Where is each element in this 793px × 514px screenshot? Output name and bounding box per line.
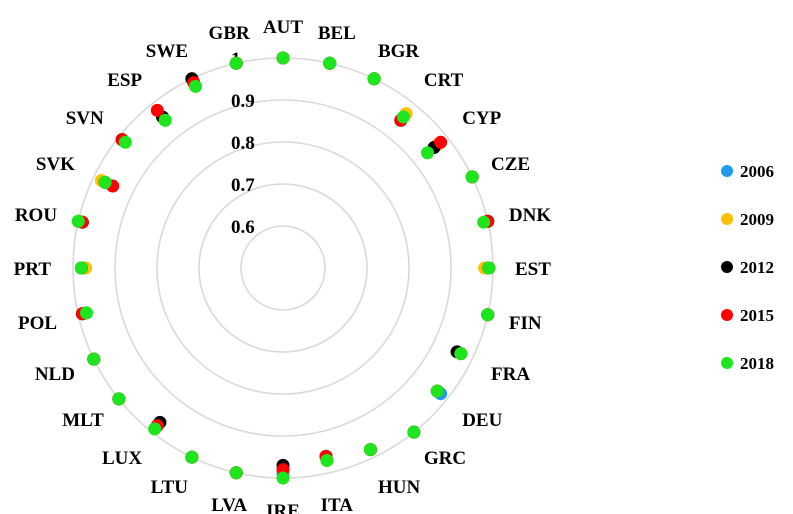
- category-label: SVK: [36, 154, 75, 175]
- radial-tick-label: 0.6: [231, 217, 255, 238]
- legend-label: 2012: [740, 258, 774, 277]
- category-label: EST: [515, 259, 551, 280]
- data-point-2018: [454, 347, 468, 361]
- data-point-2018: [276, 51, 290, 65]
- category-label: DNK: [509, 205, 551, 226]
- grid-circle: [156, 141, 410, 395]
- data-points: [71, 51, 496, 485]
- legend: 2006 2009 2012 2015 2018: [721, 162, 774, 373]
- data-point-2018: [481, 308, 495, 322]
- data-point-2018: [118, 135, 132, 149]
- legend-marker: [721, 309, 733, 321]
- legend-marker: [721, 213, 733, 225]
- category-label: IRE: [266, 501, 300, 514]
- data-point-2018: [396, 110, 410, 124]
- data-point-2018: [79, 306, 93, 320]
- radial-tick-label: 0.7: [231, 175, 255, 196]
- grid-circle: [198, 183, 368, 353]
- data-point-2018: [98, 175, 112, 189]
- category-label: LTU: [151, 477, 189, 498]
- data-point-2018: [112, 392, 126, 406]
- data-point-2018: [367, 72, 381, 86]
- category-label: FIN: [509, 313, 542, 334]
- radial-tick-labels: 0.60.70.80.91: [231, 49, 255, 238]
- data-point-2018: [323, 56, 337, 70]
- grid-circle: [72, 57, 494, 479]
- category-label: DEU: [462, 410, 502, 431]
- data-point-2018: [229, 56, 243, 70]
- data-point-2018: [189, 79, 203, 93]
- category-label: ROU: [15, 205, 58, 226]
- data-point-2018: [430, 384, 444, 398]
- data-point-2018: [276, 471, 290, 485]
- data-point-2015: [434, 135, 448, 149]
- data-point-2018: [229, 466, 243, 480]
- legend-marker: [721, 165, 733, 177]
- category-label: ESP: [107, 70, 142, 91]
- category-label: POL: [18, 313, 57, 334]
- category-label: AUT: [263, 17, 303, 38]
- legend-marker: [721, 357, 733, 369]
- category-label: ITA: [321, 495, 354, 514]
- radial-tick-label: 0.8: [231, 133, 255, 154]
- data-point-2018: [148, 422, 162, 436]
- category-label: PRT: [14, 259, 52, 280]
- radial-tick-label: 0.9: [231, 91, 255, 112]
- category-label: MLT: [62, 410, 104, 431]
- category-label: GRC: [424, 448, 466, 469]
- data-point-2015: [150, 103, 164, 117]
- data-point-2018: [71, 214, 85, 228]
- data-point-2018: [74, 261, 88, 275]
- legend-label: 2009: [740, 210, 774, 229]
- radial-grid: [72, 57, 494, 479]
- grid-circle: [240, 225, 326, 311]
- category-label: SWE: [146, 41, 188, 62]
- category-label: CRT: [424, 70, 464, 91]
- data-point-2018: [465, 170, 479, 184]
- legend-label: 2018: [740, 354, 774, 373]
- data-point-2018: [185, 450, 199, 464]
- data-point-2018: [363, 443, 377, 457]
- legend-label: 2015: [740, 306, 774, 325]
- category-label: CYP: [462, 108, 501, 129]
- category-label: FRA: [491, 364, 530, 385]
- legend-label: 2006: [740, 162, 774, 181]
- data-point-2018: [320, 453, 334, 467]
- category-label: LVA: [211, 495, 247, 514]
- category-label: NLD: [35, 364, 75, 385]
- category-label: GBR: [209, 23, 250, 44]
- category-label: LUX: [102, 448, 142, 469]
- category-label: HUN: [378, 477, 421, 498]
- category-label: SVN: [66, 108, 104, 129]
- category-label: BEL: [318, 23, 356, 44]
- grid-circle: [114, 99, 452, 437]
- category-label: BGR: [378, 41, 419, 62]
- data-point-2018: [87, 352, 101, 366]
- data-point-2018: [482, 261, 496, 275]
- data-point-2018: [420, 146, 434, 160]
- data-point-2018: [407, 425, 421, 439]
- legend-marker: [721, 261, 733, 273]
- data-point-2018: [477, 215, 491, 229]
- data-point-2018: [158, 113, 172, 127]
- category-label: CZE: [491, 154, 530, 175]
